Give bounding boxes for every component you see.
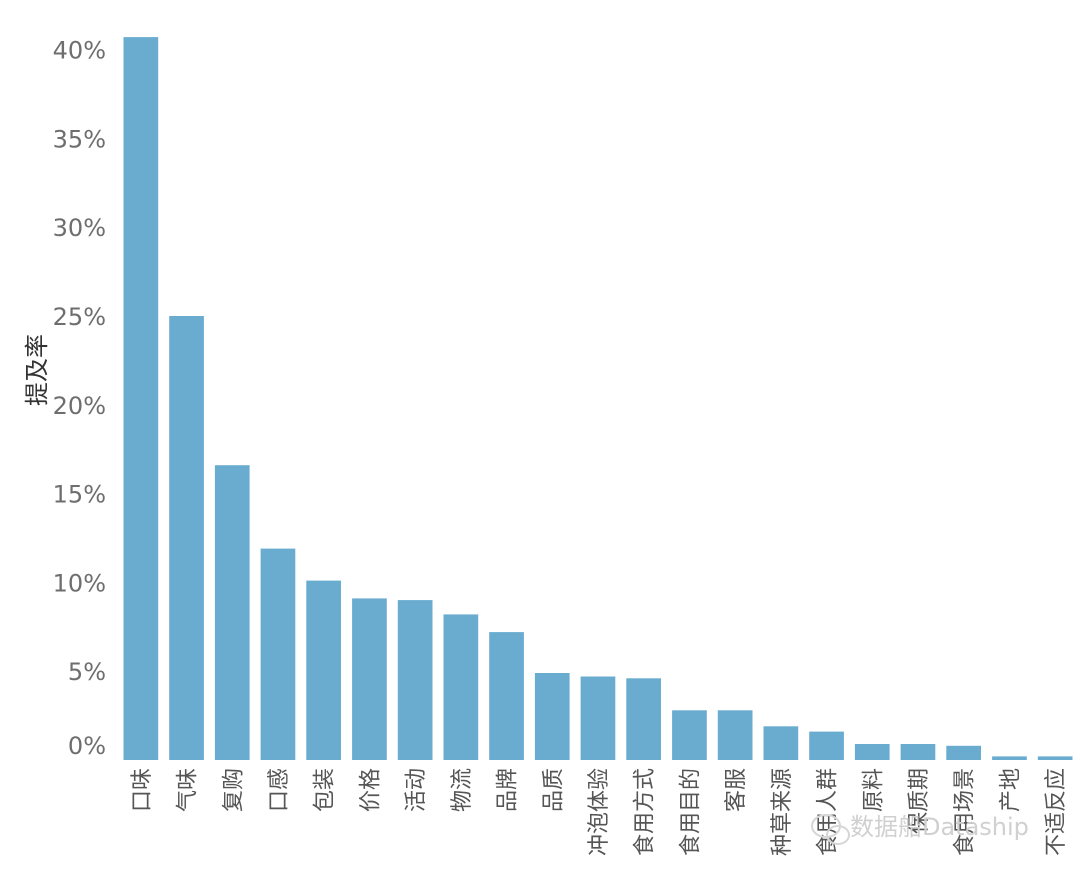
bar [214, 465, 250, 760]
bar [443, 614, 479, 760]
x-tick-label: 包装 [313, 768, 338, 812]
watermark: 数据船Dataship [811, 813, 1029, 845]
bar [397, 600, 433, 760]
y-tick-label: 5% [68, 658, 106, 686]
x-tick-label: 食用目的 [678, 768, 703, 856]
x-tick-label: 价格 [358, 768, 383, 812]
bar [992, 756, 1027, 760]
x-tick-label: 口感 [267, 768, 292, 812]
bar [854, 744, 890, 760]
y-tick-label: 25% [53, 303, 106, 331]
bar [626, 678, 661, 760]
bar [306, 580, 341, 760]
y-axis: 0% 5% 10% 15% 20% 25% 30% 35% 40% [53, 37, 106, 760]
x-tick-label: 口味 [130, 768, 155, 812]
wechat-icon [811, 814, 850, 845]
x-tick-label: 种草来源 [770, 768, 795, 856]
x-tick-label: 产地 [998, 768, 1023, 812]
x-tick-label: 食用场景 [953, 768, 978, 856]
watermark-text: 数据船Dataship [850, 813, 1029, 841]
x-tick-label: 食用人群 [816, 768, 841, 856]
x-tick-label: 物流 [450, 768, 475, 812]
x-tick-label: 品牌 [496, 768, 521, 812]
bar [260, 548, 296, 760]
y-tick-label: 40% [53, 37, 106, 65]
y-axis-title: 提及率 [23, 334, 51, 406]
bar [763, 726, 799, 760]
bar [1037, 756, 1073, 760]
x-tick-label: 客服 [724, 768, 749, 812]
bar [900, 744, 936, 760]
bar [123, 37, 159, 761]
bar [489, 632, 524, 760]
x-tick-label: 活动 [404, 768, 429, 812]
x-tick-label: 食用方式 [633, 768, 658, 856]
y-tick-label: 30% [53, 214, 106, 242]
bars [123, 37, 1073, 761]
x-tick-label: 气味 [176, 768, 201, 812]
bar [534, 673, 570, 760]
bar [809, 731, 844, 760]
x-tick-label: 品质 [541, 768, 566, 812]
x-tick-label: 原料 [861, 768, 886, 812]
x-tick-label: 复购 [221, 768, 246, 812]
y-tick-label: 15% [53, 481, 106, 509]
y-tick-label: 35% [53, 125, 106, 153]
x-tick-label: 不适反应 [1044, 768, 1069, 856]
bar [580, 676, 616, 760]
bar [169, 316, 204, 760]
y-tick-label: 20% [53, 392, 106, 420]
x-tick-label: 保质期 [907, 768, 932, 834]
x-tick-label: 冲泡体验 [587, 768, 612, 856]
bar [672, 710, 707, 760]
bar [946, 745, 981, 760]
bar [717, 710, 753, 760]
x-axis-labels: 口味 气味 复购 口感 包装 价格 活动 物流 品牌 品质 冲泡体验 食用方式 食用目的 客服 种草来源 食用… [130, 768, 1069, 856]
bar [352, 598, 387, 760]
y-tick-label: 10% [53, 569, 106, 597]
y-tick-label: 0% [68, 732, 106, 760]
